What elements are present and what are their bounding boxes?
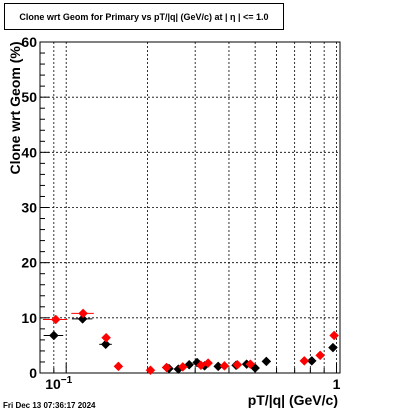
grid-layer	[40, 42, 340, 373]
x-tick-label: 1	[333, 376, 341, 392]
red-series-point	[101, 332, 111, 343]
black-series-point	[48, 330, 59, 341]
y-tick-label: 30	[21, 200, 37, 216]
red-series-point	[78, 308, 88, 319]
red-series-point	[329, 330, 340, 341]
y-tick-label: 60	[21, 34, 37, 50]
red-series-point	[299, 356, 310, 366]
x-axis-label: pT/|q| (GeV/c)	[248, 392, 338, 408]
y-tick-label: 20	[21, 255, 37, 271]
red-series-point	[245, 359, 256, 370]
marks-layer	[42, 308, 340, 376]
y-tick-label: 0	[29, 365, 37, 381]
y-axis-label: Clone wrt Geom (%)	[7, 41, 23, 174]
chart-title-box: Clone wrt Geom for Primary vs pT/|q| (Ge…	[4, 3, 284, 30]
red-series-point	[232, 359, 243, 370]
red-series-point	[161, 362, 172, 373]
y-tick-label: 10	[21, 310, 37, 326]
red-series-point	[177, 362, 188, 372]
y-tick-label: 50	[21, 89, 37, 105]
red-series-point	[196, 360, 206, 371]
black-series-point	[261, 356, 272, 367]
ticks-layer: 0 10 20 30 40 50 60 10−1 1	[21, 34, 340, 392]
red-series-point	[145, 365, 156, 376]
red-series-point	[203, 358, 213, 368]
red-series-point	[315, 350, 326, 361]
red-series-point	[219, 360, 230, 371]
black-series-point	[306, 356, 317, 366]
y-tick-label: 40	[21, 144, 37, 160]
red-series-point	[50, 314, 61, 325]
timestamp: Fri Dec 13 07:36:17 2024	[3, 401, 96, 410]
red-series-point	[113, 361, 124, 372]
black-series-point	[100, 339, 111, 350]
x-tick-label: 10−1	[45, 375, 72, 392]
black-series-point	[328, 342, 338, 353]
chart-title: Clone wrt Geom for Primary vs pT/|q| (Ge…	[19, 11, 269, 22]
black-series-point	[77, 314, 88, 324]
